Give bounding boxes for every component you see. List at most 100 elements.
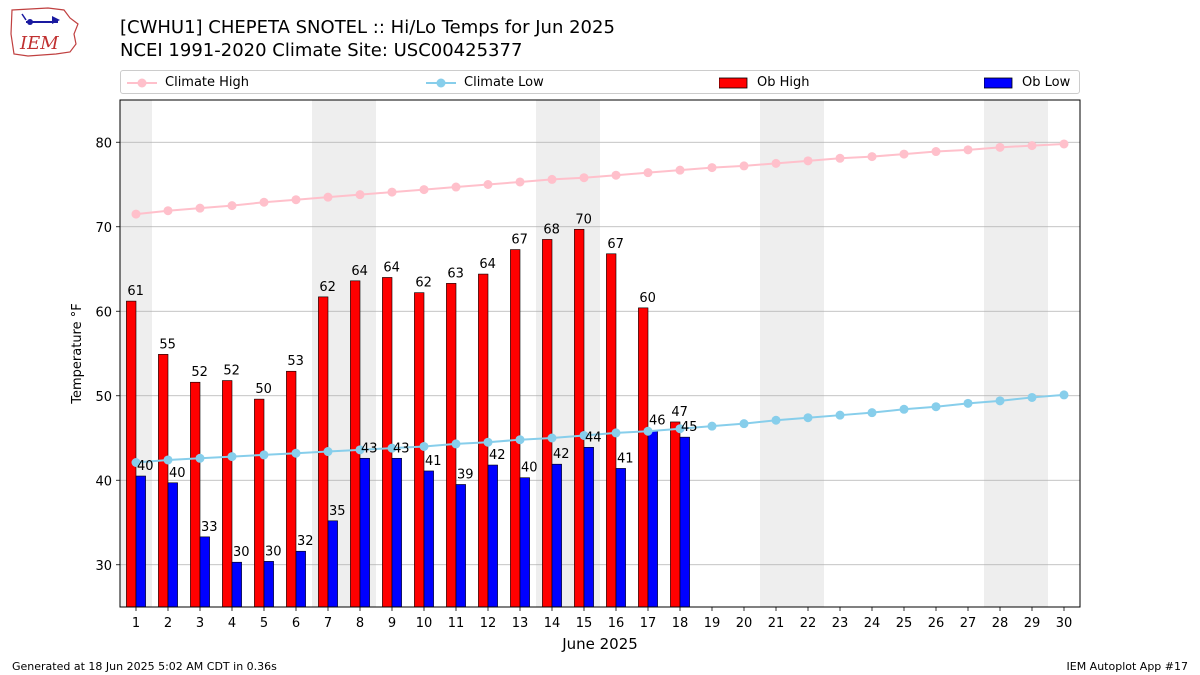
- y-axis-label: Temperature °F: [70, 303, 85, 404]
- bar-ob-high-day-2: [158, 354, 169, 608]
- point-climate-low-day-2: [163, 455, 173, 465]
- chart-legend: Climate High Climate Low Ob High Ob Low: [120, 70, 1080, 94]
- point-climate-low-day-14: [547, 433, 557, 443]
- xtick-label-24: 24: [864, 616, 881, 631]
- bar-ob-high-day-4: [222, 380, 233, 608]
- bar-ob-high-day-15: [574, 228, 585, 608]
- point-climate-high-day-25: [899, 149, 909, 159]
- point-climate-high-day-23: [835, 153, 845, 163]
- point-climate-high-day-15: [579, 173, 589, 183]
- xtick-label-14: 14: [544, 616, 561, 631]
- xtick-label-30: 30: [1056, 616, 1073, 631]
- data-label-ob-low-day-13: 40: [521, 461, 538, 476]
- xtick-label-25: 25: [896, 616, 913, 631]
- data-label-ob-high-day-18: 47: [671, 405, 688, 420]
- data-label-ob-low-day-2: 40: [169, 466, 186, 481]
- xtick-label-11: 11: [448, 616, 465, 631]
- bar-ob-low-day-9: [391, 457, 402, 608]
- bar-ob-low-day-11: [455, 484, 466, 608]
- xtick-label-6: 6: [292, 616, 300, 631]
- weekend-shade-day-21: [760, 100, 792, 607]
- point-climate-high-day-21: [771, 158, 781, 168]
- xtick-label-15: 15: [576, 616, 593, 631]
- xtick-label-1: 1: [132, 616, 140, 631]
- data-label-ob-low-day-14: 42: [553, 447, 570, 462]
- plot-frame: [119, 99, 1081, 608]
- xtick-label-18: 18: [672, 616, 689, 631]
- data-label-ob-low-day-16: 41: [617, 451, 634, 466]
- xtick-label-12: 12: [480, 616, 497, 631]
- xtick-label-21: 21: [768, 616, 785, 631]
- point-climate-high-day-20: [739, 161, 749, 171]
- bar-ob-low-day-16: [615, 468, 626, 608]
- point-climate-high-day-2: [163, 206, 173, 216]
- xtick-label-9: 9: [388, 616, 396, 631]
- bar-ob-high-day-6: [286, 370, 297, 608]
- data-label-ob-high-day-6: 53: [287, 354, 304, 369]
- data-label-ob-low-day-10: 41: [425, 454, 442, 469]
- bar-ob-low-day-7: [327, 520, 338, 608]
- data-label-ob-high-day-7: 62: [319, 280, 336, 295]
- data-label-ob-low-day-9: 43: [393, 441, 410, 456]
- bar-ob-high-day-1: [126, 300, 137, 608]
- data-label-ob-high-day-11: 63: [447, 266, 464, 281]
- data-label-ob-low-day-12: 42: [489, 448, 506, 463]
- bar-ob-high-day-14: [542, 239, 553, 608]
- point-climate-low-day-25: [899, 404, 909, 414]
- point-climate-low-day-19: [707, 421, 717, 431]
- point-climate-high-day-5: [259, 197, 269, 207]
- point-climate-low-day-29: [1027, 392, 1037, 402]
- ytick-label-30: 30: [95, 559, 112, 574]
- point-climate-high-day-28: [995, 142, 1005, 152]
- xtick-label-27: 27: [960, 616, 977, 631]
- bar-ob-high-day-18: [670, 421, 681, 608]
- point-climate-high-day-9: [387, 187, 397, 197]
- point-climate-low-day-7: [323, 447, 333, 457]
- bar-ob-low-day-2: [167, 482, 178, 608]
- point-climate-low-day-13: [515, 435, 525, 445]
- data-label-ob-high-day-15: 70: [575, 212, 592, 227]
- xtick-label-8: 8: [356, 616, 364, 631]
- data-label-ob-low-day-15: 44: [585, 430, 602, 445]
- data-label-ob-high-day-16: 67: [607, 237, 624, 252]
- xtick-label-17: 17: [640, 616, 657, 631]
- point-climate-low-day-22: [803, 413, 813, 423]
- point-climate-high-day-10: [419, 185, 429, 195]
- weekend-shade-day-28: [984, 100, 1016, 607]
- bar-ob-low-day-6: [295, 550, 306, 608]
- bar-ob-low-day-3: [199, 536, 210, 608]
- legend-ob-high-label: Ob High: [757, 75, 810, 90]
- bar-ob-low-day-10: [423, 470, 434, 608]
- data-label-ob-low-day-18: 45: [681, 420, 698, 435]
- ytick-label-80: 80: [95, 136, 112, 151]
- data-label-ob-high-day-10: 62: [415, 276, 432, 291]
- point-climate-low-day-4: [227, 452, 237, 462]
- point-climate-high-day-27: [963, 145, 973, 155]
- bar-ob-low-day-5: [263, 561, 274, 608]
- point-climate-low-day-11: [451, 439, 461, 449]
- xtick-label-28: 28: [992, 616, 1009, 631]
- ytick-label-50: 50: [95, 390, 112, 405]
- xtick-label-5: 5: [260, 616, 268, 631]
- bar-ob-high-day-3: [190, 381, 201, 608]
- xtick-label-7: 7: [324, 616, 332, 631]
- ytick-label-60: 60: [95, 305, 112, 320]
- ytick-label-40: 40: [95, 474, 112, 489]
- xtick-label-16: 16: [608, 616, 625, 631]
- data-label-ob-high-day-17: 60: [639, 291, 656, 306]
- svg-text:IEM: IEM: [19, 33, 59, 54]
- bar-ob-high-day-5: [254, 398, 265, 608]
- x-axis-label: June 2025: [561, 635, 638, 653]
- footer-generated: Generated at 18 Jun 2025 5:02 AM CDT in …: [12, 660, 277, 673]
- data-label-ob-low-day-17: 46: [649, 413, 666, 428]
- point-climate-low-day-12: [483, 437, 493, 447]
- weekend-shade-day-22: [792, 100, 824, 607]
- point-climate-high-day-7: [323, 192, 333, 202]
- bar-ob-low-day-4: [231, 561, 242, 608]
- point-climate-low-day-9: [387, 443, 397, 453]
- line-climate-high: [135, 142, 1065, 216]
- point-climate-high-day-17: [643, 168, 653, 178]
- point-climate-low-day-3: [195, 453, 205, 463]
- xtick-label-29: 29: [1024, 616, 1041, 631]
